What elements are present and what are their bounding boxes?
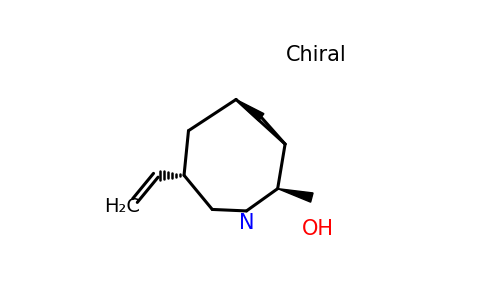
Polygon shape [278, 189, 313, 202]
Text: N: N [239, 213, 254, 233]
Text: H₂C: H₂C [104, 197, 139, 216]
Polygon shape [236, 100, 264, 121]
Text: OH: OH [302, 219, 334, 239]
Text: Chiral: Chiral [286, 45, 347, 65]
